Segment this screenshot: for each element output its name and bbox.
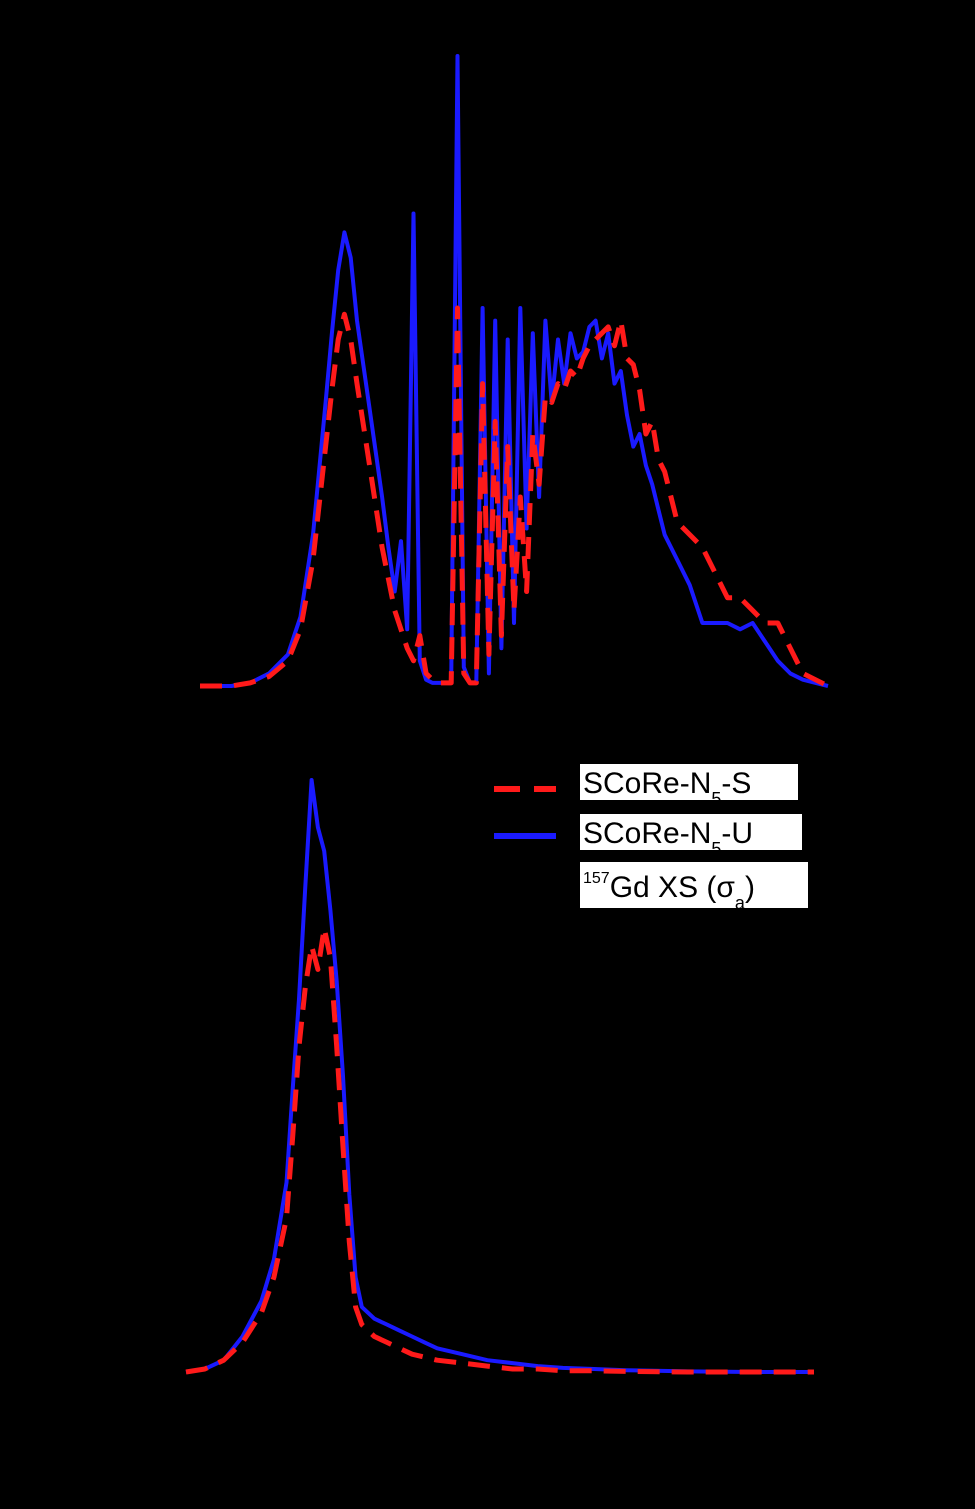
legend-label-box-u: [580, 814, 802, 850]
legend-label-box-s: [580, 764, 798, 800]
top-panel-plot: [200, 54, 830, 689]
bottom-series-s-line: [185, 925, 814, 1375]
top-series-u-line: [200, 54, 829, 688]
legend-label-s: SCoRe-N5-S: [583, 767, 751, 809]
legend-label-box-xs: [580, 862, 808, 908]
legend-label-u: SCoRe-N5-U: [583, 817, 753, 859]
bottom-series-u-line: [185, 778, 814, 1374]
legend: SCoRe-N5-S SCoRe-N5-U 157Gd XS (σa): [494, 764, 808, 913]
top-series-s-line: [200, 305, 830, 689]
bottom-panel-plot: [185, 778, 814, 1375]
legend-label-xs: 157Gd XS (σa): [583, 870, 755, 913]
